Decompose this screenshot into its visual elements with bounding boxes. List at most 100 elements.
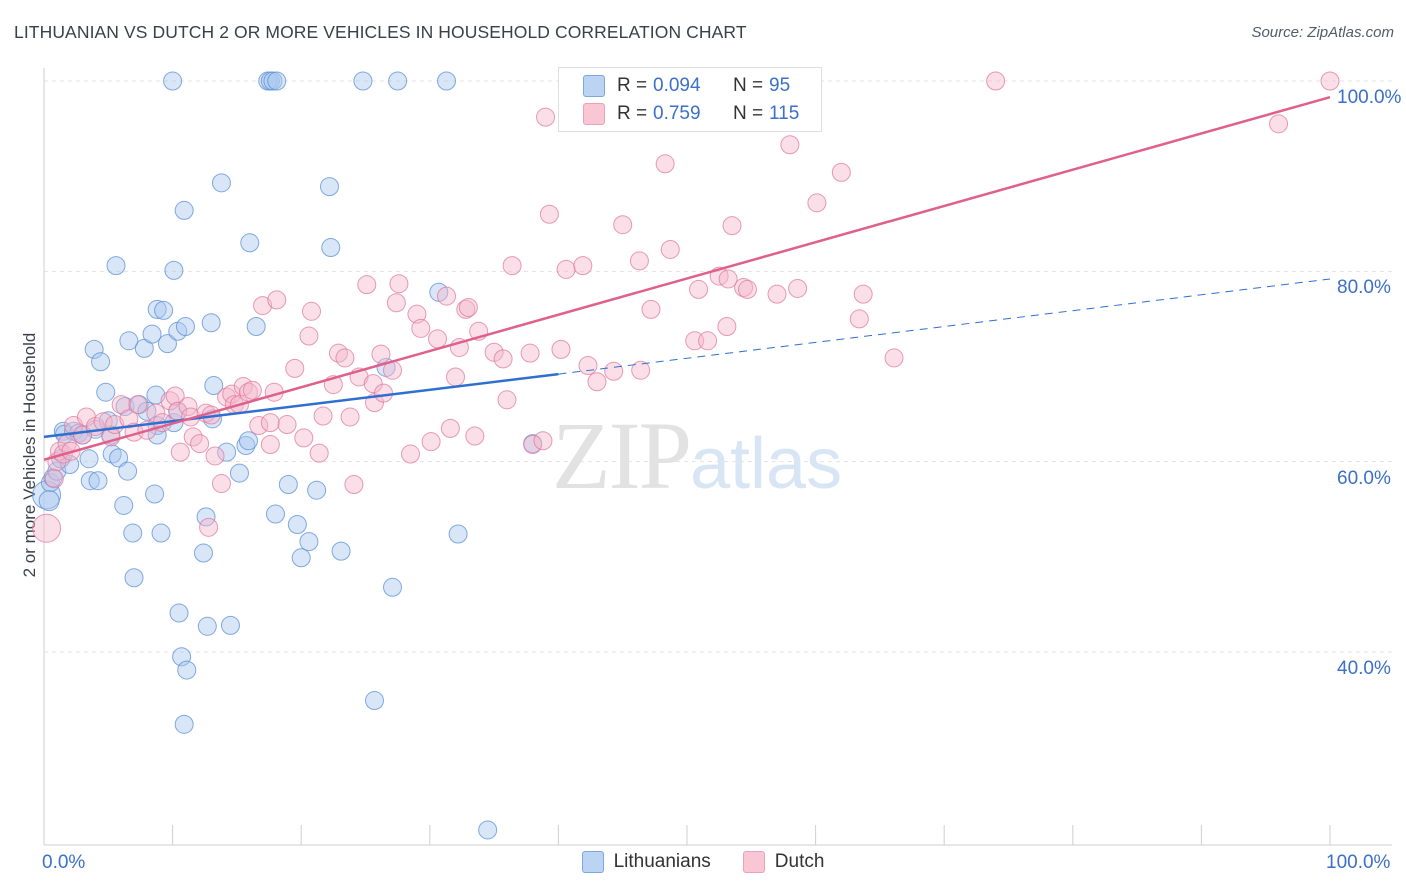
data-point-dutch (301, 301, 321, 321)
data-point-dutch (407, 304, 427, 324)
data-point-dutch (242, 380, 262, 400)
data-point-dutch (437, 286, 457, 306)
data-point-lithuanians (307, 480, 327, 500)
data-point-dutch (267, 290, 287, 310)
x-tick-label-max: 100.0% (1326, 852, 1391, 873)
correlation-legend: R = 0.094 N = 95 R = 0.759 N = 115 (558, 67, 822, 132)
data-point-dutch (573, 256, 593, 276)
legend-swatch-lithuanians (581, 851, 604, 873)
data-point-dutch (199, 517, 219, 537)
data-point-lithuanians (321, 238, 341, 258)
data-point-dutch (631, 360, 651, 380)
legend-item-dutch[interactable]: Dutch (742, 851, 825, 873)
data-point-dutch (578, 356, 598, 376)
y-tick-label: 100.0% (1337, 87, 1402, 108)
data-point-dutch (737, 279, 757, 299)
data-point-lithuanians (246, 317, 266, 337)
data-point-lithuanians (147, 425, 167, 445)
data-point-lithuanians (106, 256, 126, 276)
data-point-lithuanians (114, 495, 134, 515)
data-point-dutch (428, 329, 448, 349)
data-point-dutch (655, 154, 675, 174)
legend-item-lithuanians[interactable]: Lithuanians (581, 851, 711, 873)
data-point-dutch (371, 344, 391, 364)
data-point-lithuanians (299, 532, 319, 552)
watermark-atlas: atlas (690, 424, 843, 504)
data-point-dutch (849, 309, 869, 329)
data-point-lithuanians (80, 471, 100, 491)
data-point-dutch (357, 275, 377, 295)
data-point-dutch (299, 326, 319, 346)
y-tick-label: 80.0% (1337, 277, 1391, 299)
data-point-dutch (698, 331, 718, 351)
source-label: Source: ZipAtlas.com (1251, 24, 1394, 41)
data-point-dutch (249, 416, 269, 436)
data-point-lithuanians (96, 382, 116, 402)
legend-r-label: R = (617, 75, 648, 96)
trend-line-lithuanians-extrapolated (558, 278, 1331, 375)
legend-label-dutch: Dutch (774, 851, 825, 872)
data-point-dutch (128, 395, 148, 415)
data-point-dutch (788, 278, 808, 298)
data-point-dutch (717, 317, 737, 337)
data-point-dutch (807, 193, 827, 213)
data-point-dutch (386, 293, 406, 313)
watermark-zip: ZIP (552, 402, 692, 509)
data-point-dutch (211, 474, 231, 494)
data-point-dutch (363, 374, 383, 394)
data-point-dutch (285, 358, 305, 378)
data-point-lithuanians (193, 543, 213, 563)
data-point-dutch (884, 348, 904, 368)
data-point-dutch (421, 432, 441, 452)
data-point-dutch (780, 135, 800, 155)
data-point-dutch (613, 215, 633, 235)
legend-n-value: 115 (769, 103, 800, 124)
data-point-lithuanians (365, 691, 385, 711)
legend-r-value: 0.759 (653, 103, 701, 124)
data-point-dutch (520, 343, 540, 363)
y-tick-label: 40.0% (1337, 658, 1391, 679)
data-point-lithuanians (91, 352, 111, 372)
data-point-lithuanians (291, 548, 311, 568)
data-point-dutch (689, 279, 709, 299)
data-point-dutch (44, 469, 64, 489)
data-point-lithuanians (38, 490, 60, 512)
data-point-dutch (389, 274, 409, 294)
legend-swatch-dutch (742, 851, 765, 873)
data-point-dutch (831, 162, 851, 182)
data-point-dutch (277, 415, 297, 435)
data-point-lithuanians (79, 449, 99, 469)
data-point-dutch (260, 435, 280, 455)
data-point-lithuanians (204, 376, 224, 396)
legend-r-label: R = (617, 103, 648, 124)
data-point-lithuanians (319, 177, 339, 197)
data-point-lithuanians (211, 173, 231, 193)
data-point-dutch (294, 428, 314, 448)
data-point-lithuanians (177, 660, 197, 680)
data-point-dutch (1320, 71, 1340, 91)
data-point-dutch (374, 383, 394, 403)
data-point-lithuanians (157, 334, 177, 354)
data-point-dutch (465, 426, 485, 446)
grid-lines (44, 80, 1392, 653)
series-lithuanians (32, 71, 543, 840)
data-point-dutch (446, 367, 466, 387)
data-point-dutch (440, 418, 460, 438)
data-point-lithuanians (123, 523, 143, 543)
data-point-dutch (344, 475, 364, 495)
data-point-dutch (536, 107, 556, 127)
data-point-dutch (604, 361, 624, 381)
data-point-lithuanians (383, 577, 403, 597)
data-point-dutch (411, 318, 431, 338)
data-point-dutch (456, 299, 476, 319)
data-point-dutch (458, 297, 478, 317)
data-point-dutch (497, 390, 517, 410)
data-point-dutch (401, 444, 421, 464)
data-point-lithuanians (147, 299, 167, 319)
data-point-lithuanians (119, 331, 139, 351)
data-point-lithuanians (197, 616, 217, 636)
data-point-dutch (170, 442, 190, 462)
data-point-lithuanians (240, 233, 260, 253)
data-point-lithuanians (163, 71, 183, 91)
data-point-dutch (641, 299, 661, 319)
